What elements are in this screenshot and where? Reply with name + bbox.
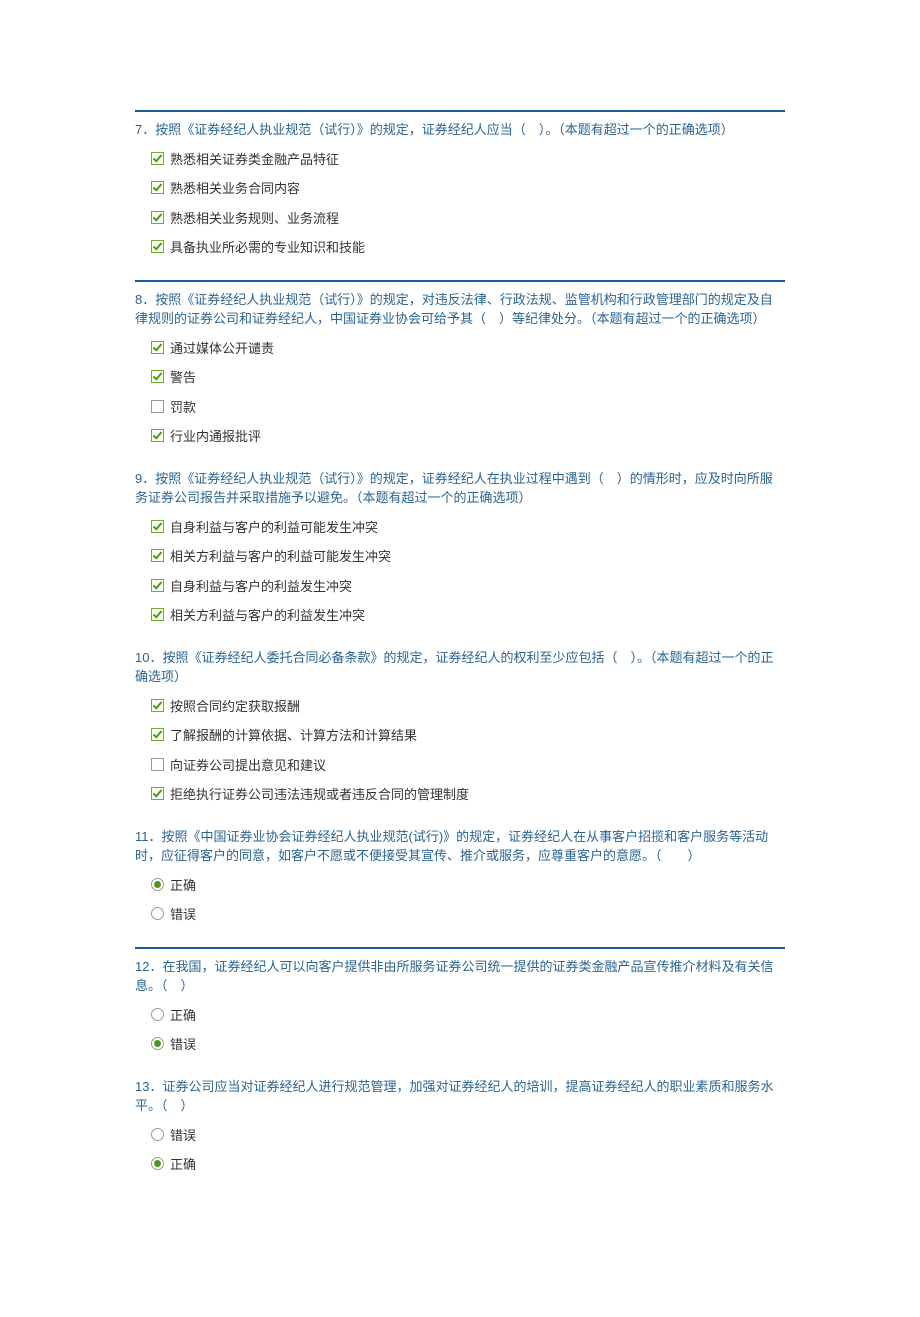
option-row[interactable]: 按照合同约定获取报酬 <box>151 697 785 717</box>
option-row[interactable]: 正确 <box>151 1155 785 1175</box>
checkbox-icon[interactable] <box>151 400 164 413</box>
option-label: 行业内通报批评 <box>170 427 261 447</box>
option-row[interactable]: 错误 <box>151 1035 785 1055</box>
checkbox-icon[interactable] <box>151 549 164 562</box>
checkbox-icon[interactable] <box>151 608 164 621</box>
question-q9: 9．按照《证券经纪人执业规范（试行）》的规定，证券经纪人在执业过程中遇到（ ）的… <box>135 469 785 626</box>
checkbox-icon[interactable] <box>151 758 164 771</box>
checkbox-icon[interactable] <box>151 181 164 194</box>
option-row[interactable]: 自身利益与客户的利益可能发生冲突 <box>151 518 785 538</box>
radio-icon[interactable] <box>151 1157 164 1170</box>
options-list: 正确错误 <box>151 876 785 925</box>
radio-icon[interactable] <box>151 1037 164 1050</box>
option-label: 正确 <box>170 1006 196 1026</box>
question-q12: 12．在我国，证券经纪人可以向客户提供非由所服务证券公司统一提供的证券类金融产品… <box>135 947 785 1055</box>
question-text: 11．按照《中国证券业协会证券经纪人执业规范(试行)》的规定，证券经纪人在从事客… <box>135 827 785 866</box>
checkbox-icon[interactable] <box>151 728 164 741</box>
option-row[interactable]: 熟悉相关证券类金融产品特征 <box>151 150 785 170</box>
checkbox-icon[interactable] <box>151 579 164 592</box>
option-row[interactable]: 熟悉相关业务规则、业务流程 <box>151 209 785 229</box>
checkbox-icon[interactable] <box>151 211 164 224</box>
options-list: 错误正确 <box>151 1126 785 1175</box>
option-row[interactable]: 行业内通报批评 <box>151 427 785 447</box>
option-label: 正确 <box>170 1155 196 1175</box>
options-list: 熟悉相关证券类金融产品特征熟悉相关业务合同内容熟悉相关业务规则、业务流程具备执业… <box>151 150 785 258</box>
option-label: 按照合同约定获取报酬 <box>170 697 300 717</box>
question-text: 8．按照《证券经纪人执业规范（试行）》的规定，对违反法律、行政法规、监管机构和行… <box>135 290 785 329</box>
question-text: 13．证券公司应当对证券经纪人进行规范管理，加强对证券经纪人的培训，提高证券经纪… <box>135 1077 785 1116</box>
option-row[interactable]: 自身利益与客户的利益发生冲突 <box>151 577 785 597</box>
option-label: 正确 <box>170 876 196 896</box>
question-q13: 13．证券公司应当对证券经纪人进行规范管理，加强对证券经纪人的培训，提高证券经纪… <box>135 1077 785 1175</box>
option-row[interactable]: 相关方利益与客户的利益可能发生冲突 <box>151 547 785 567</box>
option-label: 自身利益与客户的利益发生冲突 <box>170 577 352 597</box>
question-text: 10．按照《证券经纪人委托合同必备条款》的规定，证券经纪人的权利至少应包括（ ）… <box>135 648 785 687</box>
option-row[interactable]: 正确 <box>151 1006 785 1026</box>
question-q8: 8．按照《证券经纪人执业规范（试行）》的规定，对违反法律、行政法规、监管机构和行… <box>135 280 785 447</box>
option-row[interactable]: 错误 <box>151 905 785 925</box>
option-row[interactable]: 相关方利益与客户的利益发生冲突 <box>151 606 785 626</box>
radio-icon[interactable] <box>151 907 164 920</box>
question-q11: 11．按照《中国证券业协会证券经纪人执业规范(试行)》的规定，证券经纪人在从事客… <box>135 827 785 925</box>
option-label: 错误 <box>170 1035 196 1055</box>
radio-icon[interactable] <box>151 1128 164 1141</box>
option-label: 错误 <box>170 905 196 925</box>
option-row[interactable]: 正确 <box>151 876 785 896</box>
option-row[interactable]: 向证券公司提出意见和建议 <box>151 756 785 776</box>
option-row[interactable]: 错误 <box>151 1126 785 1146</box>
option-label: 相关方利益与客户的利益可能发生冲突 <box>170 547 391 567</box>
question-q7: 7．按照《证券经纪人执业规范（试行）》的规定，证券经纪人应当（ ）。（本题有超过… <box>135 110 785 258</box>
options-list: 通过媒体公开谴责警告罚款行业内通报批评 <box>151 339 785 447</box>
option-label: 自身利益与客户的利益可能发生冲突 <box>170 518 378 538</box>
radio-icon[interactable] <box>151 1008 164 1021</box>
option-row[interactable]: 了解报酬的计算依据、计算方法和计算结果 <box>151 726 785 746</box>
option-label: 错误 <box>170 1126 196 1146</box>
checkbox-icon[interactable] <box>151 240 164 253</box>
options-list: 按照合同约定获取报酬了解报酬的计算依据、计算方法和计算结果向证券公司提出意见和建… <box>151 697 785 805</box>
option-label: 熟悉相关业务合同内容 <box>170 179 300 199</box>
option-label: 通过媒体公开谴责 <box>170 339 274 359</box>
option-label: 相关方利益与客户的利益发生冲突 <box>170 606 365 626</box>
radio-icon[interactable] <box>151 878 164 891</box>
question-q10: 10．按照《证券经纪人委托合同必备条款》的规定，证券经纪人的权利至少应包括（ ）… <box>135 648 785 805</box>
option-label: 罚款 <box>170 398 196 418</box>
question-text: 12．在我国，证券经纪人可以向客户提供非由所服务证券公司统一提供的证券类金融产品… <box>135 957 785 996</box>
question-text: 7．按照《证券经纪人执业规范（试行）》的规定，证券经纪人应当（ ）。（本题有超过… <box>135 120 785 140</box>
option-row[interactable]: 通过媒体公开谴责 <box>151 339 785 359</box>
options-list: 正确错误 <box>151 1006 785 1055</box>
option-label: 了解报酬的计算依据、计算方法和计算结果 <box>170 726 417 746</box>
option-label: 拒绝执行证券公司违法违规或者违反合同的管理制度 <box>170 785 469 805</box>
checkbox-icon[interactable] <box>151 699 164 712</box>
checkbox-icon[interactable] <box>151 152 164 165</box>
checkbox-icon[interactable] <box>151 429 164 442</box>
option-label: 向证券公司提出意见和建议 <box>170 756 326 776</box>
option-row[interactable]: 具备执业所必需的专业知识和技能 <box>151 238 785 258</box>
option-label: 警告 <box>170 368 196 388</box>
option-row[interactable]: 警告 <box>151 368 785 388</box>
options-list: 自身利益与客户的利益可能发生冲突相关方利益与客户的利益可能发生冲突自身利益与客户… <box>151 518 785 626</box>
question-text: 9．按照《证券经纪人执业规范（试行）》的规定，证券经纪人在执业过程中遇到（ ）的… <box>135 469 785 508</box>
option-row[interactable]: 拒绝执行证券公司违法违规或者违反合同的管理制度 <box>151 785 785 805</box>
quiz-container: 7．按照《证券经纪人执业规范（试行）》的规定，证券经纪人应当（ ）。（本题有超过… <box>135 110 785 1175</box>
option-label: 熟悉相关业务规则、业务流程 <box>170 209 339 229</box>
checkbox-icon[interactable] <box>151 520 164 533</box>
option-row[interactable]: 罚款 <box>151 398 785 418</box>
checkbox-icon[interactable] <box>151 787 164 800</box>
option-label: 熟悉相关证券类金融产品特征 <box>170 150 339 170</box>
option-row[interactable]: 熟悉相关业务合同内容 <box>151 179 785 199</box>
option-label: 具备执业所必需的专业知识和技能 <box>170 238 365 258</box>
checkbox-icon[interactable] <box>151 370 164 383</box>
checkbox-icon[interactable] <box>151 341 164 354</box>
